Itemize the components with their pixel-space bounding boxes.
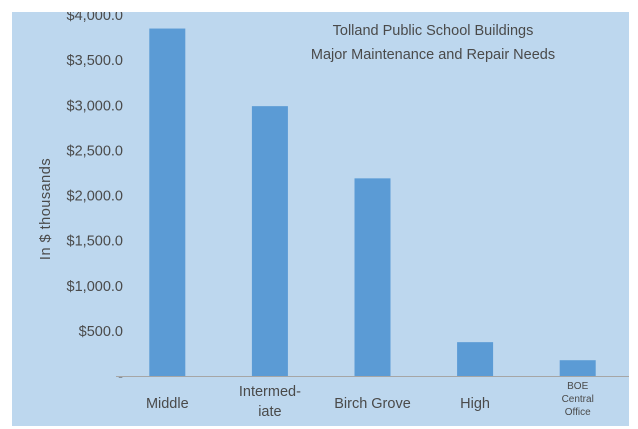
chart-frame: Tolland Public School Buildings Major Ma… bbox=[12, 12, 629, 426]
bar bbox=[355, 178, 391, 376]
bar bbox=[149, 29, 185, 376]
bars-group bbox=[149, 29, 595, 376]
y-tick-label: $1,500.0 bbox=[67, 234, 123, 250]
bar-chart: Tolland Public School Buildings Major Ma… bbox=[12, 12, 629, 426]
y-tick-label: $3,000.0 bbox=[67, 98, 123, 114]
y-tick-label: $2,500.0 bbox=[67, 143, 123, 159]
x-tick-label: High bbox=[460, 396, 490, 412]
x-tick-label: iate bbox=[258, 404, 281, 420]
y-tick-label: $2,000.0 bbox=[67, 189, 123, 205]
y-axis-title: In $ thousands bbox=[38, 158, 54, 260]
bar bbox=[560, 360, 596, 376]
x-tick-label: Intermed- bbox=[239, 384, 301, 400]
bar bbox=[457, 342, 493, 376]
chart-title-line-1: Tolland Public School Buildings bbox=[333, 23, 534, 39]
chart-title-line-2: Major Maintenance and Repair Needs bbox=[311, 47, 555, 63]
x-tick-label: Office bbox=[565, 407, 591, 418]
x-axis-category-labels: Middle Intermed-iate Birch Grove High BOE Cen… bbox=[146, 381, 594, 420]
bar bbox=[252, 106, 288, 376]
y-tick-label: $1,000.0 bbox=[67, 279, 123, 295]
x-tick-label: Birch Grove bbox=[334, 396, 411, 412]
x-tick-label: Central bbox=[562, 394, 594, 405]
y-axis-tick-labels: -$500.0$1,000.0$1,500.0$2,000.0$2,500.0$… bbox=[67, 12, 124, 385]
y-tick-label: $4,000.0 bbox=[67, 12, 123, 24]
x-tick-label: Middle bbox=[146, 396, 189, 412]
y-tick-label: $3,500.0 bbox=[67, 53, 123, 69]
y-tick-label: $500.0 bbox=[79, 324, 123, 340]
x-tick-label: BOE bbox=[567, 381, 588, 392]
